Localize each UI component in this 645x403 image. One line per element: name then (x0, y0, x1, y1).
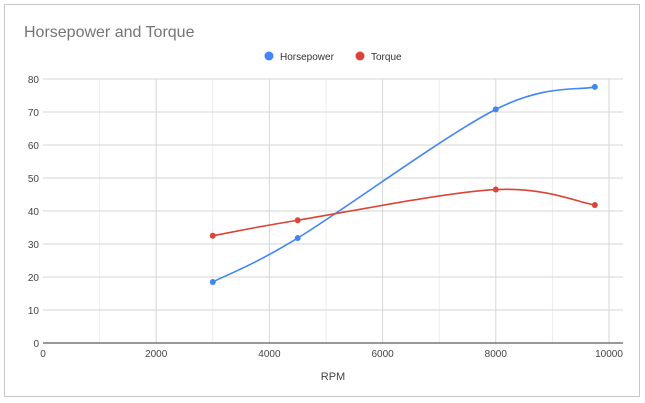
y-tick-label: 0 (33, 339, 39, 350)
data-point-horsepower (209, 278, 216, 285)
x-tick-label: 4000 (258, 349, 281, 360)
legend-marker (264, 51, 274, 61)
data-point-horsepower (591, 83, 598, 90)
data-point-torque (591, 202, 598, 209)
data-point-torque (209, 232, 216, 239)
series-line-horsepower (212, 86, 596, 283)
x-tick-label: 0 (40, 349, 46, 360)
x-tick-label: 8000 (485, 349, 508, 360)
y-tick-label: 30 (28, 240, 40, 251)
y-tick-label: 10 (28, 306, 40, 317)
y-tick-label: 80 (28, 75, 40, 86)
series-line-torque (212, 188, 595, 237)
legend-marker (355, 51, 365, 61)
data-point-horsepower (492, 106, 499, 113)
x-axis-label: RPM (321, 371, 345, 383)
y-tick-label: 60 (28, 141, 40, 152)
y-tick-label: 70 (28, 108, 40, 119)
x-tick-label: 10000 (595, 349, 623, 360)
x-tick-label: 6000 (371, 349, 394, 360)
y-tick-label: 20 (28, 273, 40, 284)
data-point-torque (294, 217, 301, 224)
y-tick-label: 40 (28, 207, 40, 218)
legend-label: Horsepower (280, 52, 335, 63)
data-point-horsepower (294, 235, 301, 242)
x-tick-label: 2000 (145, 349, 168, 360)
chart-frame (4, 4, 640, 397)
y-tick-label: 50 (28, 174, 40, 185)
chart-title: Horsepower and Torque (24, 24, 195, 41)
data-point-torque (492, 186, 499, 193)
legend-label: Torque (371, 52, 402, 63)
